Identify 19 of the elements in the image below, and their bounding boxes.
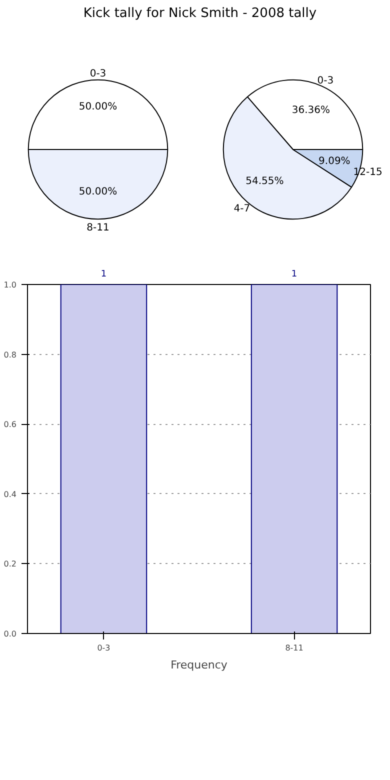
data-label: 1 bbox=[100, 270, 107, 280]
data-label: 50.00% bbox=[78, 101, 118, 112]
x-axis-title: Frequency bbox=[170, 658, 228, 672]
y-tick-label: 0.6 bbox=[4, 420, 17, 430]
y-tick-label: 0.8 bbox=[4, 350, 17, 360]
data-label: 1 bbox=[291, 270, 298, 280]
y-tick-label: 1.0 bbox=[4, 280, 17, 290]
slice-label: 0-3 bbox=[317, 75, 334, 86]
y-tick-label: 0.2 bbox=[4, 560, 17, 569]
text: Kick tally for Nick Smith - 2008 tally bbox=[83, 5, 317, 23]
y-tick-label: 0.0 bbox=[4, 630, 17, 638]
slice-label: 8-11 bbox=[86, 222, 110, 234]
data-label: 50.00% bbox=[78, 186, 118, 198]
y-tick-label: 0.4 bbox=[4, 490, 17, 499]
data-label: 54.55% bbox=[246, 176, 284, 188]
slice-label: 0-3 bbox=[90, 68, 106, 80]
slice-label: 4-7 bbox=[234, 204, 250, 215]
data-label: 9.09% bbox=[318, 156, 350, 168]
data-label: 36.36% bbox=[292, 105, 330, 116]
